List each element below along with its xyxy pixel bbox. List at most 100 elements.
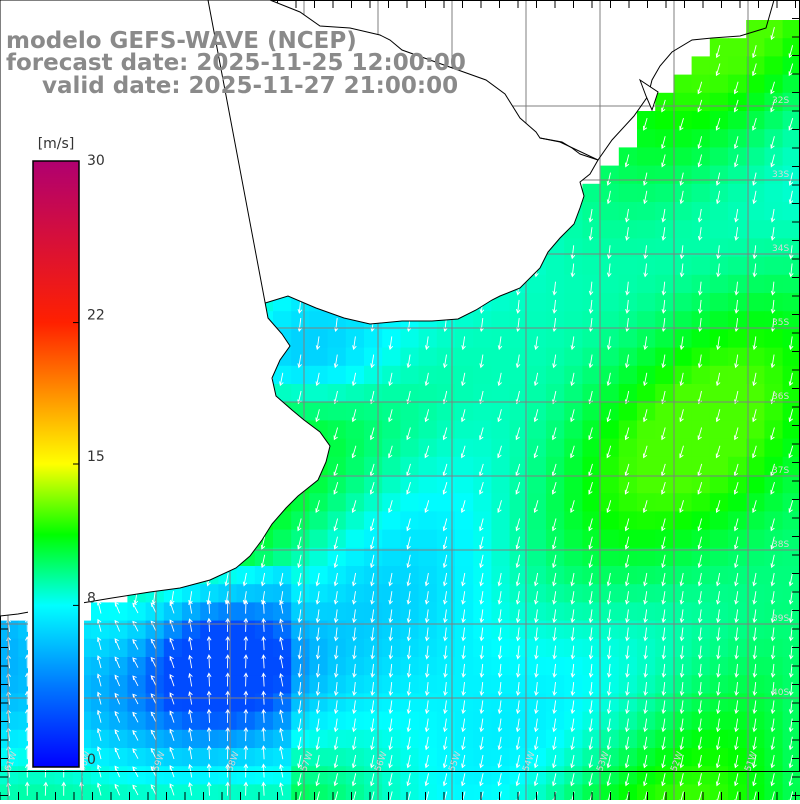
wind-arrow — [679, 682, 685, 697]
wind-cell — [127, 766, 147, 785]
wind-cell — [527, 347, 547, 367]
wind-arrow — [351, 409, 357, 423]
wind-cell — [782, 347, 800, 367]
wind-cell — [782, 493, 800, 512]
wind-cell — [382, 456, 401, 476]
wind-arrow — [734, 773, 739, 787]
wind-arrow — [679, 627, 685, 642]
wind-arrow — [497, 609, 503, 624]
wind-arrow — [643, 445, 648, 459]
wind-arrow — [479, 773, 484, 787]
wind-arrow — [770, 281, 776, 296]
wind-arrow — [697, 700, 703, 715]
wind-arrow — [570, 773, 575, 787]
wind-arrow — [424, 591, 430, 605]
wind-cell — [728, 402, 747, 421]
wind-arrow — [552, 554, 557, 569]
wind-arrow — [661, 154, 666, 168]
wind-arrow — [679, 663, 685, 678]
wind-arrow — [461, 591, 466, 605]
wind-arrow — [424, 627, 430, 642]
wind-arrow — [132, 657, 139, 668]
wind-arrow — [643, 117, 648, 131]
wind-cell — [600, 547, 620, 567]
wind-arrow — [643, 245, 648, 260]
wind-cell — [618, 238, 638, 258]
wind-arrow — [752, 736, 757, 751]
wind-arrow — [479, 736, 484, 751]
wind-arrow — [588, 481, 593, 495]
wind-arrow — [206, 745, 212, 760]
wind-cell — [673, 147, 693, 167]
wind-arrow — [315, 773, 320, 787]
wind-arrow — [225, 726, 230, 742]
wind-arrow — [243, 672, 249, 687]
wind-cell — [691, 438, 711, 458]
wind-arrow — [406, 718, 412, 733]
wind-arrow — [188, 654, 193, 669]
wind-cell — [600, 511, 620, 531]
wind-arrow — [370, 609, 375, 624]
wind-cell — [400, 438, 420, 458]
wind-cell — [709, 384, 729, 403]
wind-cell — [655, 183, 674, 203]
wind-arrow — [515, 554, 521, 569]
wind-arrow — [114, 619, 121, 632]
wind-arrow — [643, 682, 648, 697]
wind-arrow — [625, 227, 630, 241]
wind-cell — [564, 511, 583, 531]
wind-arrow — [114, 638, 121, 650]
wind-arrow — [515, 518, 521, 532]
wind-cell — [309, 384, 329, 403]
wind-arrow — [788, 736, 794, 751]
latitude-label: 37S — [772, 466, 789, 476]
wind-arrow — [570, 736, 575, 751]
wind-arrow — [297, 609, 303, 624]
wind-arrow — [788, 263, 794, 278]
wind-arrow — [114, 692, 121, 705]
wind-cell — [655, 493, 674, 512]
wind-cell — [382, 511, 401, 531]
wind-arrow — [333, 700, 339, 715]
wind-cell — [637, 293, 656, 312]
wind-arrow — [770, 591, 776, 605]
coastline-brazil — [539, 0, 800, 161]
wind-cell — [564, 293, 583, 312]
wind-cell — [709, 274, 729, 294]
wind-cell — [709, 92, 729, 112]
wind-arrow — [734, 700, 739, 715]
wind-arrow — [770, 81, 775, 95]
wind-arrow — [697, 427, 703, 441]
wind-cell — [582, 238, 602, 258]
wind-arrow — [169, 692, 175, 705]
wind-arrow — [788, 572, 794, 587]
wind-arrow — [734, 136, 739, 150]
latitude-label: 34S — [772, 244, 789, 254]
wind-cell — [418, 456, 438, 476]
latitude-label: 40S — [772, 688, 789, 698]
wind-cell — [364, 493, 383, 512]
wind-arrow — [351, 372, 357, 387]
wind-arrow — [188, 618, 193, 632]
wind-cell — [728, 165, 747, 185]
wind-arrow — [770, 645, 776, 660]
wind-arrow — [169, 746, 175, 760]
wind-cell — [782, 74, 800, 94]
wind-arrow — [370, 481, 375, 495]
wind-arrow — [206, 617, 212, 632]
wind-cell — [564, 529, 583, 549]
wind-arrow — [388, 754, 393, 769]
wind-arrow — [424, 609, 430, 624]
wind-arrow — [570, 718, 576, 733]
wind-cell — [309, 547, 329, 567]
wind-arrow — [788, 63, 794, 77]
wind-arrow — [588, 663, 594, 678]
wind-cell — [527, 293, 547, 312]
wind-arrow — [225, 617, 230, 632]
wind-cell — [618, 256, 638, 276]
wind-arrow — [716, 663, 721, 678]
wind-cell — [782, 256, 800, 276]
wind-arrow — [406, 481, 411, 495]
wind-cell — [564, 347, 583, 367]
wind-cell — [782, 729, 800, 749]
